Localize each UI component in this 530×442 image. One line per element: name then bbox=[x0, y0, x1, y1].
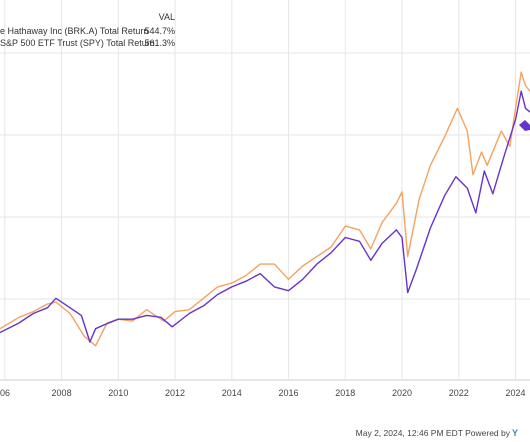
x-tick-label: 2018 bbox=[335, 388, 355, 398]
ycharts-logo-icon: Y bbox=[512, 428, 518, 438]
legend-value-spy: 561.3% bbox=[144, 38, 175, 48]
x-tick-label: 2024 bbox=[506, 388, 526, 398]
footer: May 2, 2024, 12:46 PM EDT Powered by Y bbox=[356, 428, 518, 438]
end-marker bbox=[519, 120, 530, 131]
x-axis-ticks: 06 2008 2010 2012 2014 2016 2018 2020 2022 2024 bbox=[0, 388, 526, 398]
end-marker-arrow-icon bbox=[519, 120, 530, 131]
x-tick-label: 2008 bbox=[52, 388, 72, 398]
legend: VAL e Hathaway Inc (BRK.A) Total Return … bbox=[0, 12, 175, 48]
x-tick-label: 06 bbox=[0, 388, 10, 398]
x-tick-label: 2014 bbox=[222, 388, 242, 398]
x-tick-label: 2016 bbox=[279, 388, 299, 398]
x-tick-label: 2012 bbox=[165, 388, 185, 398]
footer-timestamp: May 2, 2024, 12:46 PM EDT Powered by bbox=[356, 428, 511, 438]
x-tick-label: 2020 bbox=[392, 388, 412, 398]
series-lines bbox=[0, 71, 530, 347]
x-tick-label: 2022 bbox=[449, 388, 469, 398]
grid bbox=[0, 0, 530, 381]
x-tick-label: 2010 bbox=[108, 388, 128, 398]
legend-label-spy: S&P 500 ETF Trust (SPY) Total Return bbox=[0, 38, 155, 48]
legend-value-brk: 544.7% bbox=[144, 26, 175, 36]
legend-label-brk: e Hathaway Inc (BRK.A) Total Return bbox=[0, 26, 148, 36]
legend-header: VAL bbox=[159, 12, 175, 22]
series-line-brk bbox=[0, 90, 530, 343]
series-line-spy bbox=[0, 71, 530, 347]
